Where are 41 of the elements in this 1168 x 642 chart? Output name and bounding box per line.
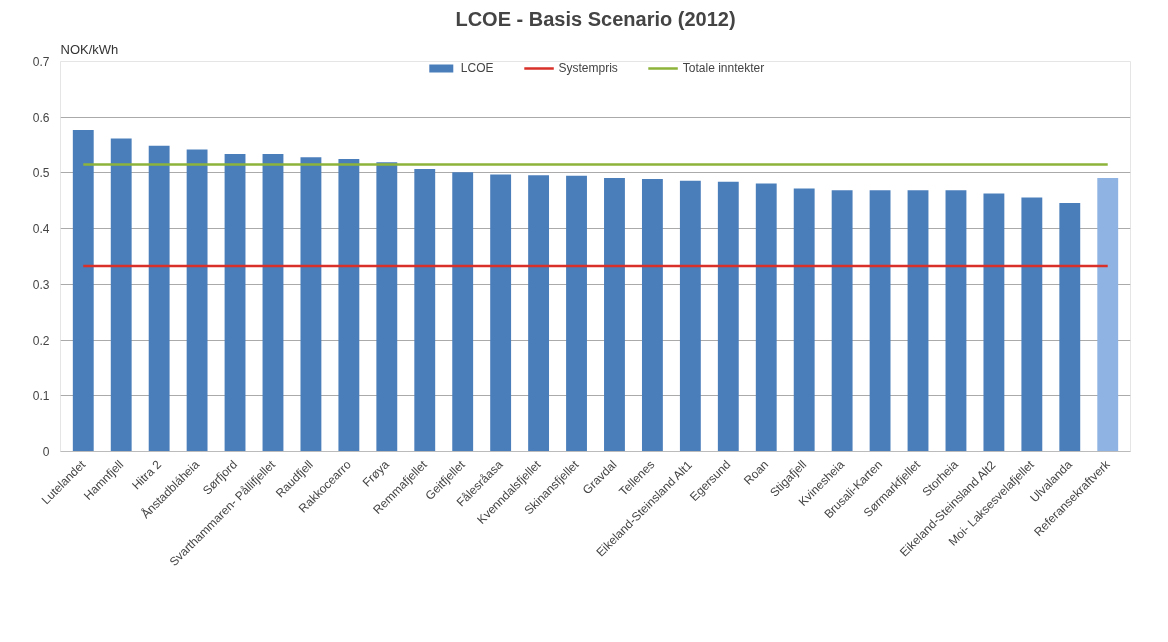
y-tick-label: 0.2 (32, 333, 50, 348)
bar (793, 188, 815, 452)
y-tick-label: 0.3 (32, 277, 50, 292)
legend-label: Systempris (558, 61, 618, 75)
bar (452, 172, 474, 452)
legend-label: LCOE (460, 61, 494, 75)
y-tick-label: 0 (42, 445, 50, 459)
bar (186, 149, 208, 452)
y-axis-title: NOK/kWh (60, 41, 119, 57)
bar (1097, 177, 1119, 452)
bar (945, 190, 967, 452)
bar (566, 175, 587, 452)
bar (679, 180, 701, 452)
bar (755, 183, 777, 452)
bar (148, 145, 170, 452)
bar (338, 159, 360, 452)
legend-label: Totale inntekter (682, 61, 765, 75)
bar (110, 138, 132, 452)
bar (907, 190, 929, 452)
bar (376, 162, 398, 452)
y-tick-label: 0.4 (32, 222, 50, 237)
bar (528, 175, 550, 452)
chart-title: LCOE - Basis Scenario (2012) (455, 7, 736, 30)
y-tick-label: 0.7 (32, 55, 50, 69)
bar (641, 179, 663, 452)
bar (1021, 197, 1043, 452)
y-tick-label: 0.6 (32, 110, 50, 125)
bar (1059, 203, 1081, 452)
bar (490, 174, 512, 452)
bar (414, 169, 436, 452)
bar (72, 130, 94, 452)
bar (717, 181, 739, 452)
bar (604, 177, 625, 452)
y-tick-label: 0.1 (32, 389, 50, 404)
y-tick-label: 0.5 (32, 166, 50, 181)
bar (983, 193, 1005, 452)
bar (262, 153, 284, 452)
bar (831, 190, 853, 452)
bar (869, 190, 891, 452)
bar (224, 153, 246, 452)
bar (300, 157, 322, 452)
